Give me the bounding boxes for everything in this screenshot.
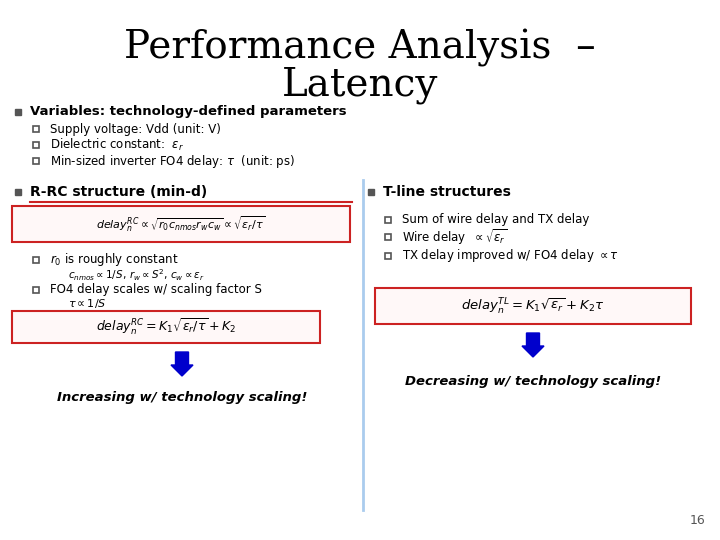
Text: Supply voltage: Vdd (unit: V): Supply voltage: Vdd (unit: V) bbox=[50, 123, 221, 136]
Text: $delay_n^{RC} = K_1\sqrt{\epsilon_r/\tau} + K_2$: $delay_n^{RC} = K_1\sqrt{\epsilon_r/\tau… bbox=[96, 317, 236, 337]
Text: Wire delay  $\propto \sqrt{\varepsilon_r}$: Wire delay $\propto \sqrt{\varepsilon_r}… bbox=[402, 227, 507, 247]
Text: $r_0$ is roughly constant: $r_0$ is roughly constant bbox=[50, 252, 179, 268]
FancyArrow shape bbox=[522, 333, 544, 357]
FancyArrow shape bbox=[171, 352, 193, 376]
Text: R-RC structure (min-d): R-RC structure (min-d) bbox=[30, 185, 207, 199]
Text: $delay_n^{TL} = K_1\sqrt{\epsilon_r} + K_2\tau$: $delay_n^{TL} = K_1\sqrt{\epsilon_r} + K… bbox=[462, 296, 605, 316]
Text: Performance Analysis  –: Performance Analysis – bbox=[124, 29, 596, 67]
Text: Min-sized inverter FO4 delay: $\tau$  (unit: ps): Min-sized inverter FO4 delay: $\tau$ (un… bbox=[50, 152, 295, 170]
Text: FO4 delay scales w/ scaling factor S: FO4 delay scales w/ scaling factor S bbox=[50, 284, 262, 296]
Text: $delay_n^{RC} \propto \sqrt{r_0 c_{nmos} r_w c_w} \propto \sqrt{\epsilon_r / \ta: $delay_n^{RC} \propto \sqrt{r_0 c_{nmos}… bbox=[96, 214, 266, 234]
Bar bbox=[375, 288, 691, 324]
Bar bbox=[12, 206, 350, 242]
Text: Increasing w/ technology scaling!: Increasing w/ technology scaling! bbox=[57, 392, 307, 404]
Text: Decreasing w/ technology scaling!: Decreasing w/ technology scaling! bbox=[405, 375, 661, 388]
Text: Dielectric constant:  $\varepsilon_r$: Dielectric constant: $\varepsilon_r$ bbox=[50, 137, 184, 153]
Bar bbox=[12, 311, 320, 343]
Text: $\tau \propto 1/S$: $\tau \propto 1/S$ bbox=[68, 298, 107, 310]
Text: Latency: Latency bbox=[282, 66, 438, 104]
Text: Sum of wire delay and TX delay: Sum of wire delay and TX delay bbox=[402, 213, 590, 226]
Text: 16: 16 bbox=[689, 514, 705, 526]
Text: T-line structures: T-line structures bbox=[383, 185, 511, 199]
Text: TX delay improved w/ FO4 delay $\propto \tau$: TX delay improved w/ FO4 delay $\propto … bbox=[402, 247, 618, 265]
Text: Variables: technology-defined parameters: Variables: technology-defined parameters bbox=[30, 105, 346, 118]
Text: $c_{nmos} \propto 1/S,\, r_w \propto S^2,\, c_w \propto \varepsilon_r$: $c_{nmos} \propto 1/S,\, r_w \propto S^2… bbox=[68, 267, 204, 283]
